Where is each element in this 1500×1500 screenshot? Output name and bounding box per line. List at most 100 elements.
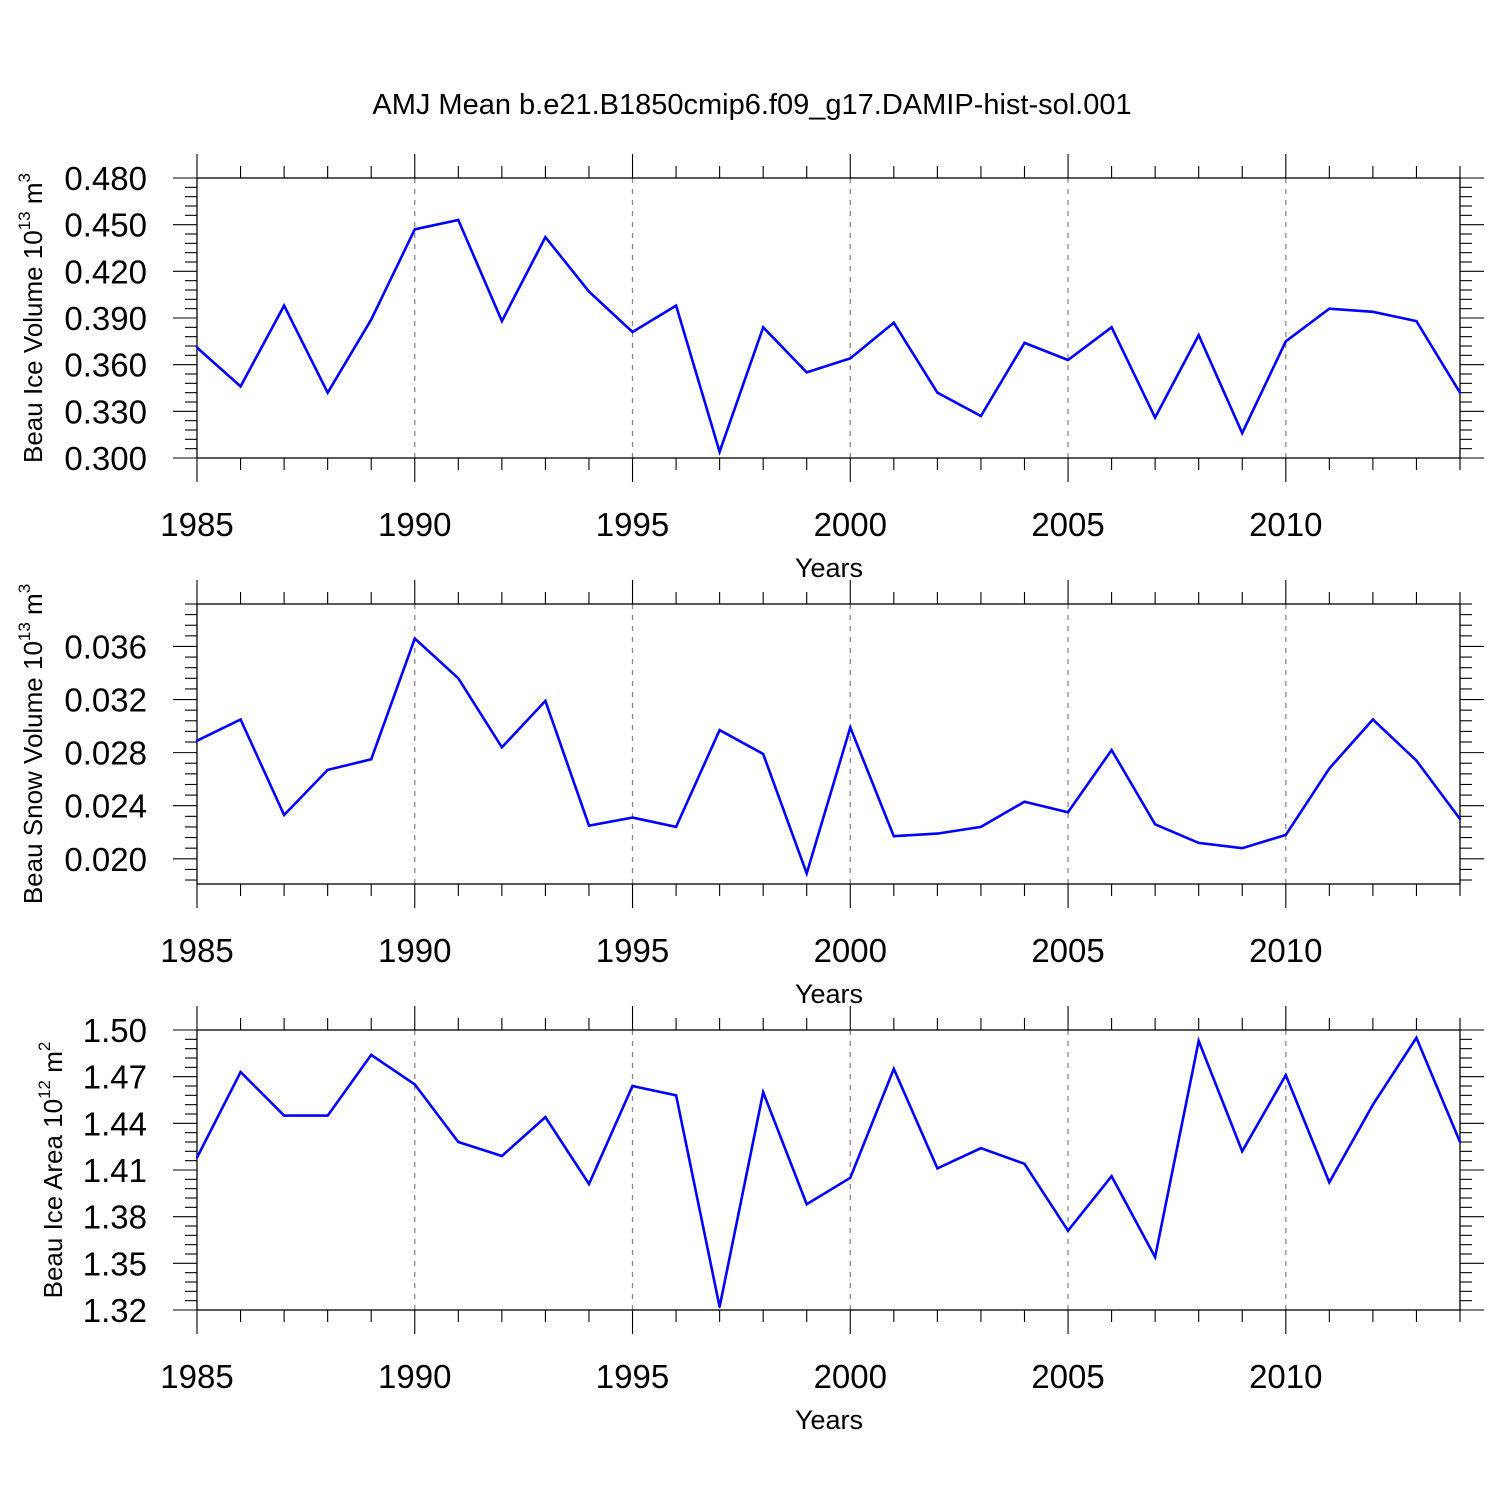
y-tick-label: 0.300 <box>64 440 147 477</box>
data-point <box>1371 310 1375 313</box>
data-point <box>370 318 373 321</box>
data-point <box>892 835 896 838</box>
data-point <box>1110 1175 1113 1178</box>
x-tick-label: 2005 <box>1031 932 1104 969</box>
data-point <box>674 825 678 829</box>
data-point <box>282 304 286 307</box>
data-point <box>674 1094 678 1097</box>
y-tick-label: 1.50 <box>83 1012 147 1049</box>
data-point <box>370 1053 373 1057</box>
data-point <box>239 718 242 721</box>
y-tick-label: 0.390 <box>64 300 147 337</box>
data-point <box>457 677 460 680</box>
data-point <box>1284 1073 1287 1077</box>
data-point <box>195 739 199 742</box>
y-tick-label: 1.38 <box>83 1199 147 1236</box>
x-tick-label: 2010 <box>1249 506 1322 543</box>
data-point <box>239 1070 242 1074</box>
data-point <box>326 391 329 394</box>
series-line <box>195 1035 1462 1308</box>
y-tick-label: 0.028 <box>64 735 147 772</box>
x-tick-label: 2005 <box>1031 1358 1104 1395</box>
data-point <box>1110 748 1113 752</box>
y-tick-label: 0.024 <box>64 788 147 825</box>
data-point <box>1458 817 1462 821</box>
series-line <box>196 218 1462 457</box>
y-tick-label: 0.450 <box>64 207 147 244</box>
data-point <box>544 235 547 239</box>
data-point <box>457 218 460 222</box>
series-line <box>196 636 1462 878</box>
data-point <box>1023 1162 1026 1165</box>
x-tick-label: 1990 <box>378 932 451 969</box>
data-point <box>805 872 808 875</box>
data-point <box>892 1067 896 1071</box>
plot-frame <box>196 603 1461 885</box>
data-point <box>1153 1255 1157 1259</box>
data-point <box>849 1176 852 1179</box>
y-tick-label: 0.420 <box>64 253 147 290</box>
data-point <box>1284 833 1287 837</box>
panel-3: 1985 1990 1995 2000 2005 2010 1.32 1.35 1.38 1.41… <box>35 1006 1484 1435</box>
data-point <box>413 228 416 231</box>
data-point <box>761 326 765 329</box>
data-point <box>239 385 242 388</box>
plot-frame <box>196 1029 1461 1311</box>
data-point <box>195 346 199 349</box>
data-point <box>936 1167 939 1170</box>
data-point <box>1153 416 1157 419</box>
data-point <box>326 1114 329 1117</box>
data-point <box>500 319 504 323</box>
data-point <box>631 330 634 334</box>
data-point <box>718 728 721 732</box>
data-point <box>761 752 765 756</box>
data-point <box>1066 358 1070 362</box>
y-tick-label: 1.35 <box>83 1245 147 1282</box>
data-point <box>282 1114 286 1117</box>
x-tick-label: 1990 <box>378 1358 451 1395</box>
y-tick-label: 1.47 <box>83 1059 147 1096</box>
data-point <box>1153 823 1157 826</box>
y-tick-label: 0.020 <box>64 841 147 878</box>
x-tick-label: 1985 <box>160 932 233 969</box>
data-point <box>1371 1103 1375 1106</box>
data-point <box>1328 1181 1331 1184</box>
x-tick-label: 2000 <box>814 506 887 543</box>
data-point <box>761 1091 765 1094</box>
x-tick-label: 1995 <box>596 1358 669 1395</box>
panel-2: 1985 1990 1995 2000 2005 2010 0.020 0.024 0.028 0… <box>15 580 1484 1009</box>
data-point <box>1241 431 1244 435</box>
data-point <box>1458 391 1462 394</box>
data-point <box>587 824 591 827</box>
x-tick-label: 2000 <box>814 932 887 969</box>
y-tick-label: 0.032 <box>64 682 147 719</box>
data-point <box>718 450 721 453</box>
y-tick-label: 1.41 <box>83 1152 147 1189</box>
x-axis-label: Years <box>795 553 863 583</box>
data-point <box>631 1084 634 1088</box>
x-tick-label: 2010 <box>1249 932 1322 969</box>
y-tick-label: 1.44 <box>83 1105 147 1142</box>
x-axis-label: Years <box>795 979 863 1009</box>
data-point <box>413 637 416 640</box>
data-point <box>195 1156 199 1159</box>
data-point <box>674 304 678 307</box>
x-axis-label: Years <box>795 1405 863 1435</box>
y-axis-label: Beau Snow Volume 1013 m3 <box>15 584 48 904</box>
data-point <box>1066 811 1070 814</box>
plot-frame <box>196 177 1461 459</box>
y-tick-label: 0.360 <box>64 347 147 384</box>
data-point <box>587 290 591 293</box>
data-point <box>936 391 939 394</box>
x-tick-label: 2000 <box>814 1358 887 1395</box>
data-point <box>1066 1229 1070 1232</box>
data-point <box>849 357 852 360</box>
x-tick-label: 1985 <box>160 506 233 543</box>
y-tick-label: 1.32 <box>83 1292 147 1329</box>
data-point <box>1415 319 1418 323</box>
data-point <box>1458 1140 1462 1144</box>
data-point <box>1197 841 1200 845</box>
y-axis-label: Beau Ice Area 1012 m2 <box>35 1042 68 1299</box>
x-tick-label: 2010 <box>1249 1358 1322 1395</box>
